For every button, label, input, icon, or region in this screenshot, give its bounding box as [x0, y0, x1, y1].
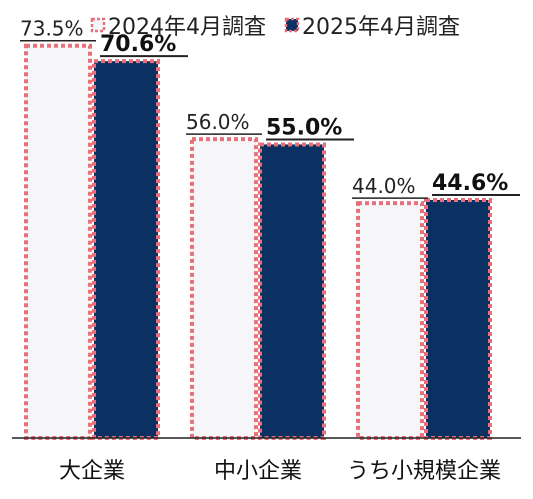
bar-2024-0: [24, 43, 92, 440]
value-label-2024-1: 56.0%: [186, 110, 250, 134]
bar-2024-1: [190, 137, 258, 440]
category-label-2: うち小規模企業: [347, 459, 501, 484]
bar-2025-1: [258, 142, 326, 440]
value-label-2024-0: 73.5%: [20, 17, 84, 41]
legend-swatch-2025: [284, 17, 300, 33]
category-labels: 大企業 中小企業 うち小規模企業: [59, 459, 501, 484]
legend-label-2025: 2025年4月調査: [302, 15, 460, 40]
category-label-0: 大企業: [59, 459, 125, 484]
legend-label-2024: 2024年4月調査: [108, 15, 266, 40]
value-label-2024-2: 44.0%: [352, 174, 416, 198]
bar-2025-2: [424, 197, 492, 440]
legend-swatch-2024: [90, 17, 106, 33]
value-label-2025-1: 55.0%: [266, 115, 342, 140]
value-labels: 73.5% 70.6% 56.0% 55.0% 44.0% 44.6%: [20, 17, 520, 199]
value-label-2025-2: 44.6%: [432, 171, 508, 196]
legend: 2024年4月調査 2025年4月調査: [90, 15, 460, 40]
bars: [24, 43, 492, 441]
bar-2025-0: [92, 59, 160, 441]
bar-2024-2: [356, 201, 424, 440]
category-label-1: 中小企業: [214, 459, 302, 484]
value-label-2025-0: 70.6%: [100, 32, 176, 57]
